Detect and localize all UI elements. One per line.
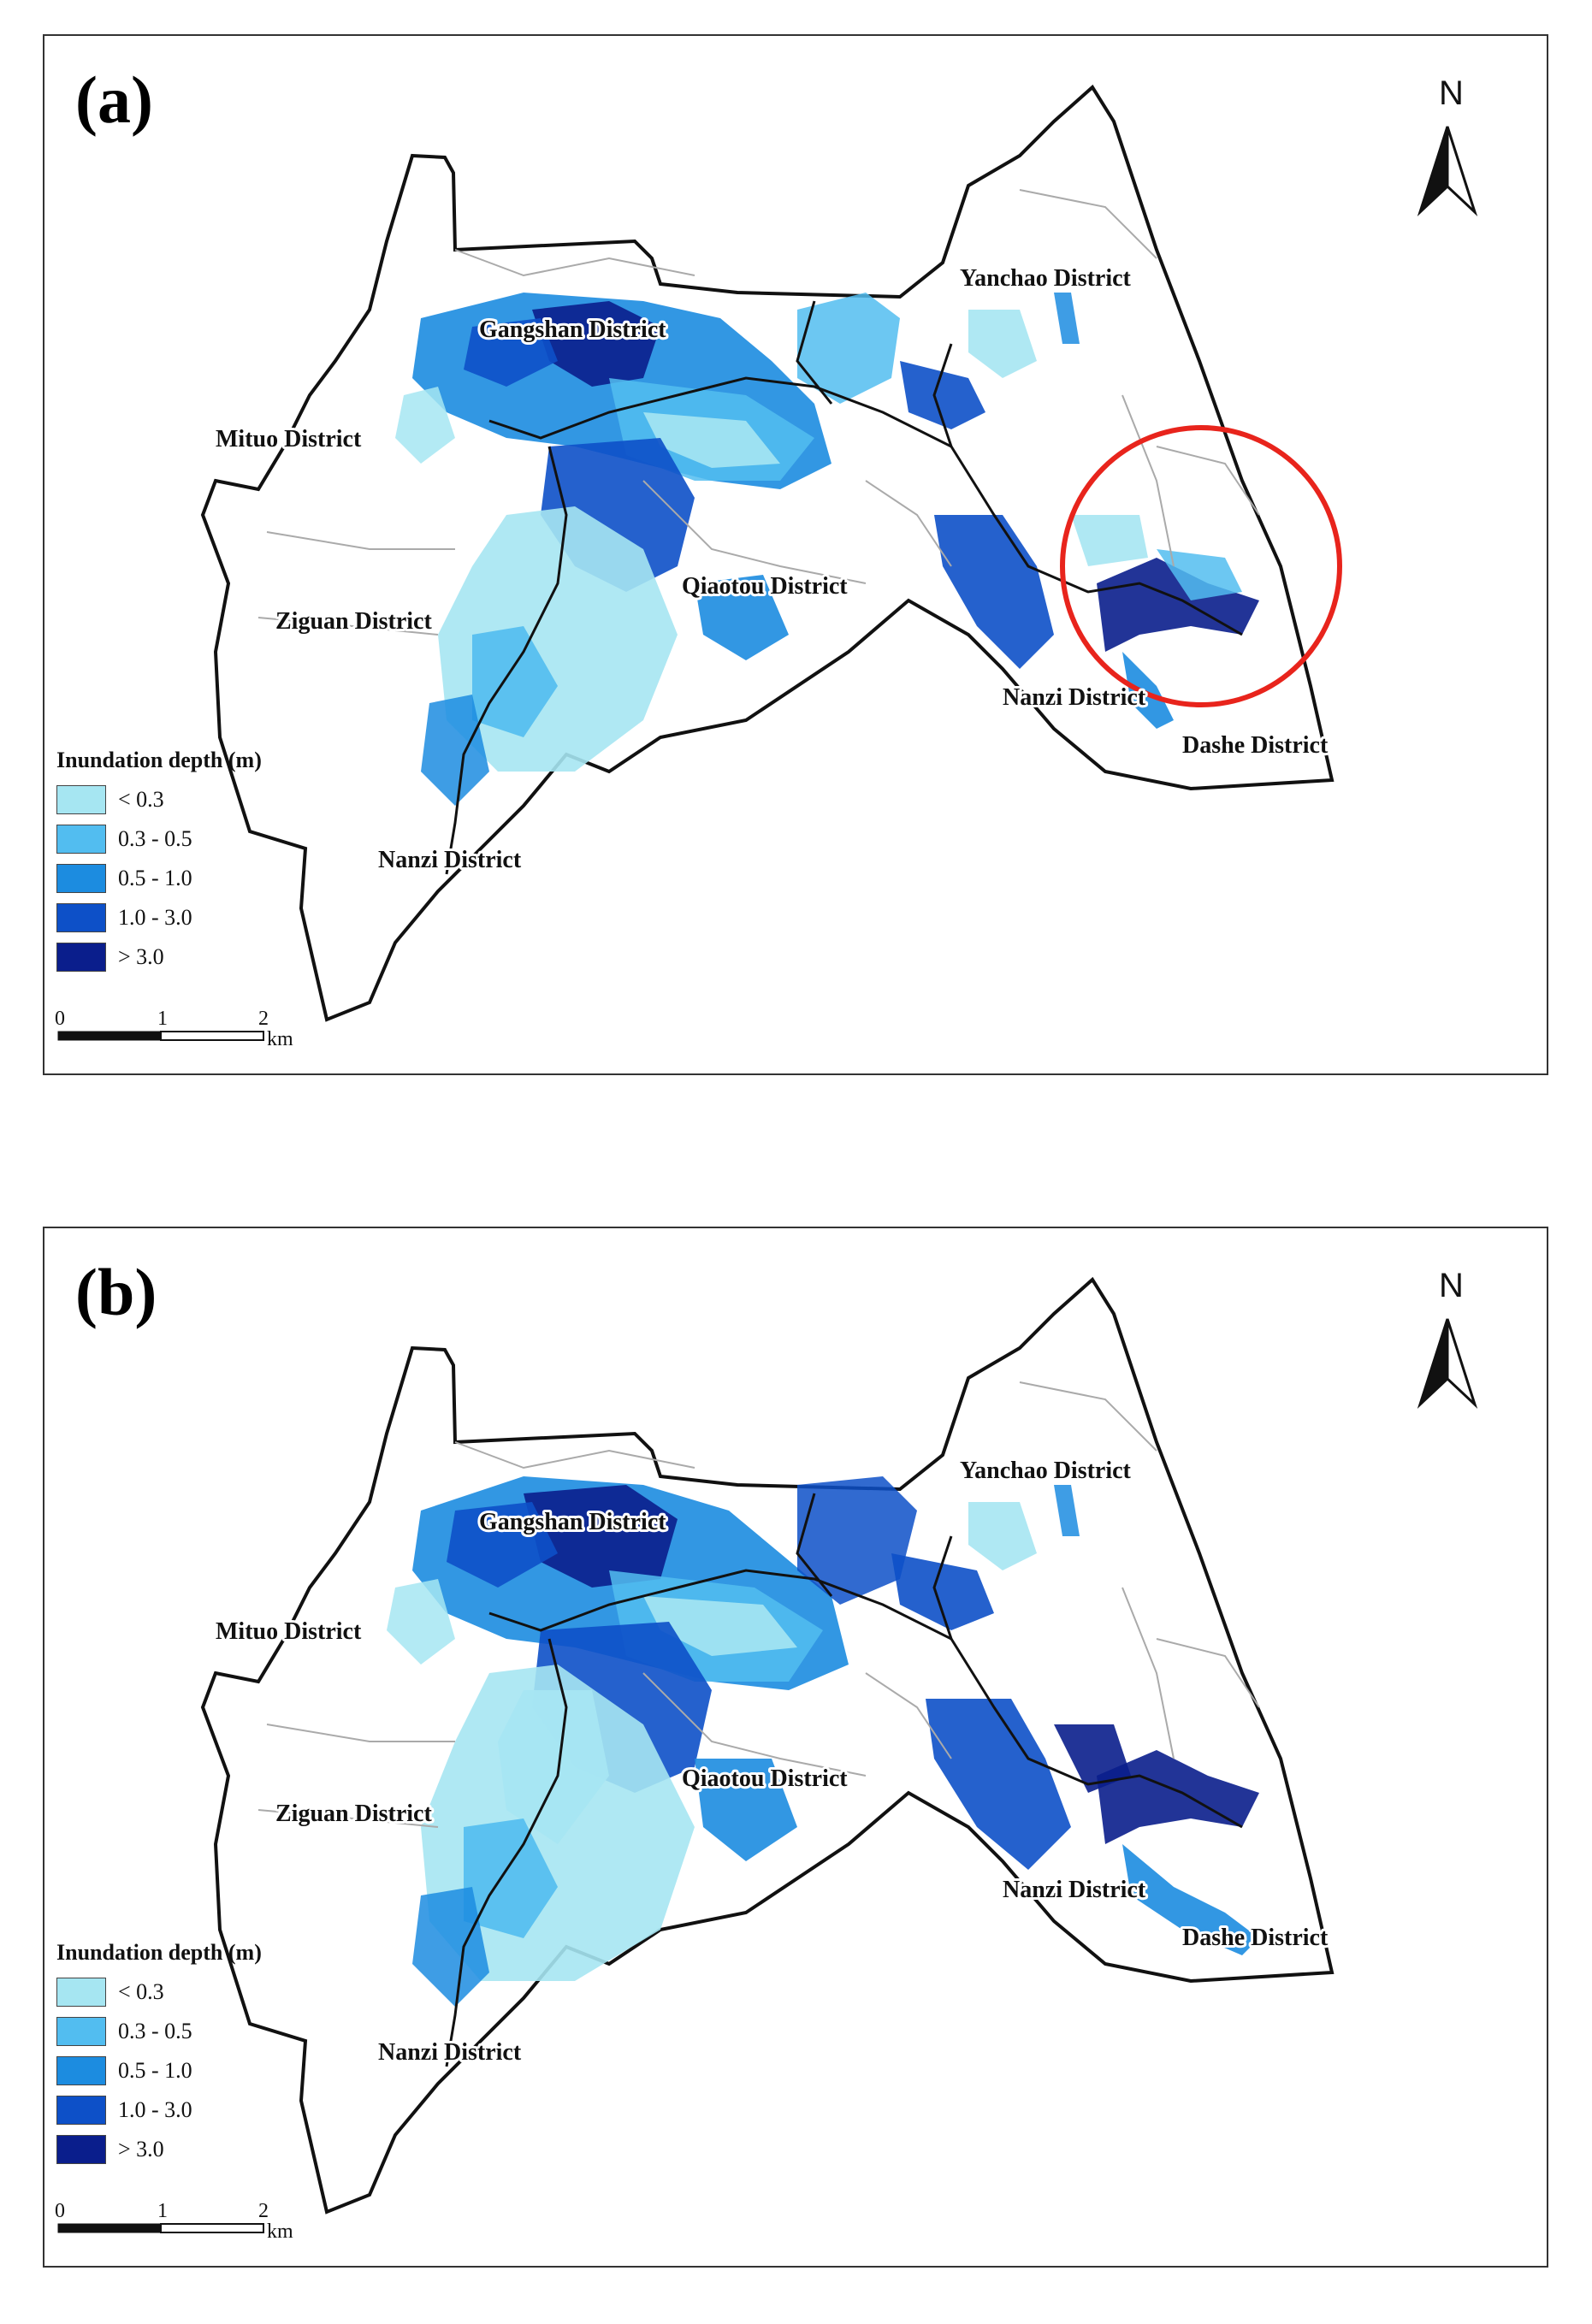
legend-item: > 3.0 <box>56 2130 262 2169</box>
legend-item: 1.0 - 3.0 <box>56 2090 262 2130</box>
scale-tick-label: 2 <box>258 2200 269 2222</box>
map-panel-b: Gangshan District Yanchao District Mituo… <box>43 1227 1548 2268</box>
district-label-yanchao: Yanchao District <box>960 265 1132 292</box>
scale-bar: 0 1 2 km <box>55 1008 293 1050</box>
scale-unit: km <box>267 1028 293 1050</box>
legend: Inundation depth (m) < 0.3 0.3 - 0.5 0.5… <box>56 1940 262 2169</box>
district-label-qiaotou: Qiaotou District <box>682 1765 848 1792</box>
map-canvas-b: Gangshan District Yanchao District Mituo… <box>200 1276 1335 2215</box>
legend-item: > 3.0 <box>56 937 262 977</box>
district-label-qiaotou: Qiaotou District <box>682 573 848 600</box>
internal-boundaries <box>257 189 1260 875</box>
legend-title: Inundation depth (m) <box>56 1940 262 1965</box>
legend-swatch <box>56 2135 106 2164</box>
map-canvas-a: Gangshan District Yanchao District Mituo… <box>200 84 1342 1022</box>
legend-label: < 0.3 <box>118 1979 164 2004</box>
panel-label: (a) <box>75 62 153 137</box>
legend-item: 0.3 - 0.5 <box>56 819 262 859</box>
north-arrow-label: N <box>1439 1267 1464 1304</box>
north-arrow-label: N <box>1439 74 1464 112</box>
legend-swatch <box>56 825 106 854</box>
legend-swatch <box>56 2056 106 2085</box>
scale-tick-label: 0 <box>55 1008 65 1030</box>
legend-swatch <box>56 2017 106 2046</box>
legend-item: < 0.3 <box>56 1972 262 2012</box>
legend-title: Inundation depth (m) <box>56 748 262 772</box>
legend-item: 1.0 - 3.0 <box>56 898 262 937</box>
map-panel-a: Gangshan District Yanchao District Mituo… <box>43 34 1548 1075</box>
highlight-circle <box>1060 425 1342 707</box>
north-arrow-icon: N <box>1417 74 1478 217</box>
legend-label: > 3.0 <box>118 2137 164 2161</box>
district-label-ziguan: Ziguan District <box>275 608 432 635</box>
internal-boundaries <box>257 1381 1260 2067</box>
district-label-nanzi-east: Nanzi District <box>1003 1877 1146 1903</box>
study-area-boundary <box>200 1276 1335 2215</box>
district-label-dashe: Dashe District <box>1182 1925 1329 1951</box>
district-label-gangshan: Gangshan District <box>479 1509 666 1535</box>
legend-label: 0.3 - 0.5 <box>118 826 192 851</box>
legend-swatch <box>56 903 106 932</box>
legend-label: 0.5 - 1.0 <box>118 2058 192 2083</box>
legend: Inundation depth (m) < 0.3 0.3 - 0.5 0.5… <box>56 748 262 977</box>
legend-item: 0.5 - 1.0 <box>56 2051 262 2090</box>
district-label-yanchao: Yanchao District <box>960 1458 1132 1484</box>
scale-tick-label: 1 <box>157 2200 168 2222</box>
district-label-nanzi-east: Nanzi District <box>1003 684 1146 711</box>
legend-swatch <box>56 864 106 893</box>
legend-item: 0.5 - 1.0 <box>56 859 262 898</box>
legend-label: 0.3 - 0.5 <box>118 2019 192 2043</box>
scale-unit: km <box>267 2221 293 2243</box>
scale-tick-label: 0 <box>55 2200 65 2222</box>
inundation-layer <box>387 1476 1259 2007</box>
scale-bar: 0 1 2 km <box>55 2200 293 2243</box>
legend-item: 0.3 - 0.5 <box>56 2012 262 2051</box>
legend-swatch <box>56 1978 106 2007</box>
district-label-ziguan: Ziguan District <box>275 1801 432 1827</box>
district-label-nanzi-south: Nanzi District <box>378 2039 522 2066</box>
legend-swatch <box>56 785 106 814</box>
legend-label: 1.0 - 3.0 <box>118 2097 192 2122</box>
district-label-mituo: Mituo District <box>216 426 362 452</box>
district-label-nanzi-south: Nanzi District <box>378 847 522 873</box>
district-label-dashe: Dashe District <box>1182 732 1329 759</box>
panel-label: (b) <box>75 1255 157 1329</box>
scale-tick-label: 1 <box>157 1008 168 1030</box>
legend-swatch <box>56 943 106 972</box>
legend-swatch <box>56 2096 106 2125</box>
inundation-layer <box>395 293 1259 806</box>
legend-item: < 0.3 <box>56 780 262 819</box>
legend-label: 1.0 - 3.0 <box>118 905 192 930</box>
legend-label: < 0.3 <box>118 787 164 812</box>
district-label-mituo: Mituo District <box>216 1618 362 1645</box>
north-arrow-icon: N <box>1417 1267 1478 1410</box>
legend-label: > 3.0 <box>118 944 164 969</box>
district-label-gangshan: Gangshan District <box>479 316 666 343</box>
legend-label: 0.5 - 1.0 <box>118 866 192 890</box>
scale-tick-label: 2 <box>258 1008 269 1030</box>
